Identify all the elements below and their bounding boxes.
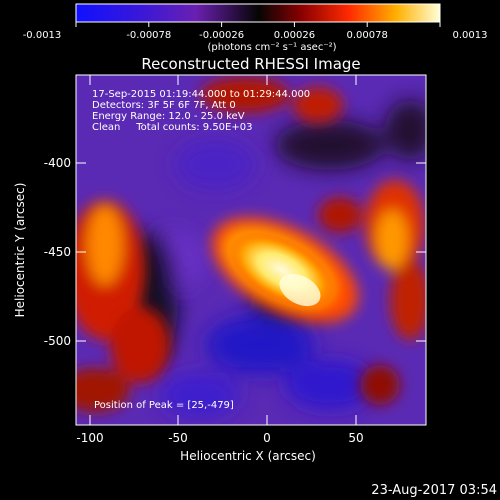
x-tick-label: -50 — [168, 431, 188, 445]
y-tick-label: -500 — [44, 334, 71, 348]
y-axis-ticks — [76, 162, 426, 342]
y-axis-label: Heliocentric Y (arcsec) — [13, 183, 27, 318]
info-line-energy: Energy Range: 12.0 - 25.0 keV — [92, 111, 245, 122]
generation-date: 23-Aug-2017 03:54 — [371, 483, 497, 498]
y-tick-label: -400 — [44, 156, 71, 170]
x-tick-label: 50 — [348, 431, 363, 445]
x-tick-label: -100 — [76, 431, 103, 445]
info-line-time: 17-Sep-2015 01:19:44.000 to 01:29:44.000 — [92, 89, 310, 100]
peak-position-label: Position of Peak = [25,-479] — [94, 400, 234, 411]
colorbar-tick-label: -0.00078 — [126, 30, 171, 41]
x-tick-label: 0 — [263, 431, 271, 445]
colorbar — [75, 3, 441, 23]
solar-image-map — [76, 75, 426, 425]
plot-frame — [75, 74, 427, 426]
x-axis-label: Heliocentric X (arcsec) — [180, 449, 316, 463]
y-tick-label: -450 — [44, 245, 71, 259]
info-line-detectors: Detectors: 3F 5F 6F 7F, Att 0 — [92, 100, 236, 111]
colorbar-tick-label: 0.0013 — [453, 30, 488, 41]
colorbar-units-label: (photons cm⁻² s⁻¹ asec⁻²) — [207, 42, 336, 53]
colorbar-tick-label: 0.00078 — [347, 30, 388, 41]
colorbar-tick-label: 0.00026 — [274, 30, 315, 41]
x-axis-ticks — [89, 75, 357, 425]
colorbar-tick-label: -0.00026 — [199, 30, 244, 41]
image-title: Reconstructed RHESSI Image — [141, 55, 360, 73]
info-line-counts: Clean Total counts: 9.50E+03 — [92, 122, 252, 133]
colorbar-ticks — [75, 22, 441, 27]
colorbar-tick-label: -0.0013 — [23, 30, 62, 41]
